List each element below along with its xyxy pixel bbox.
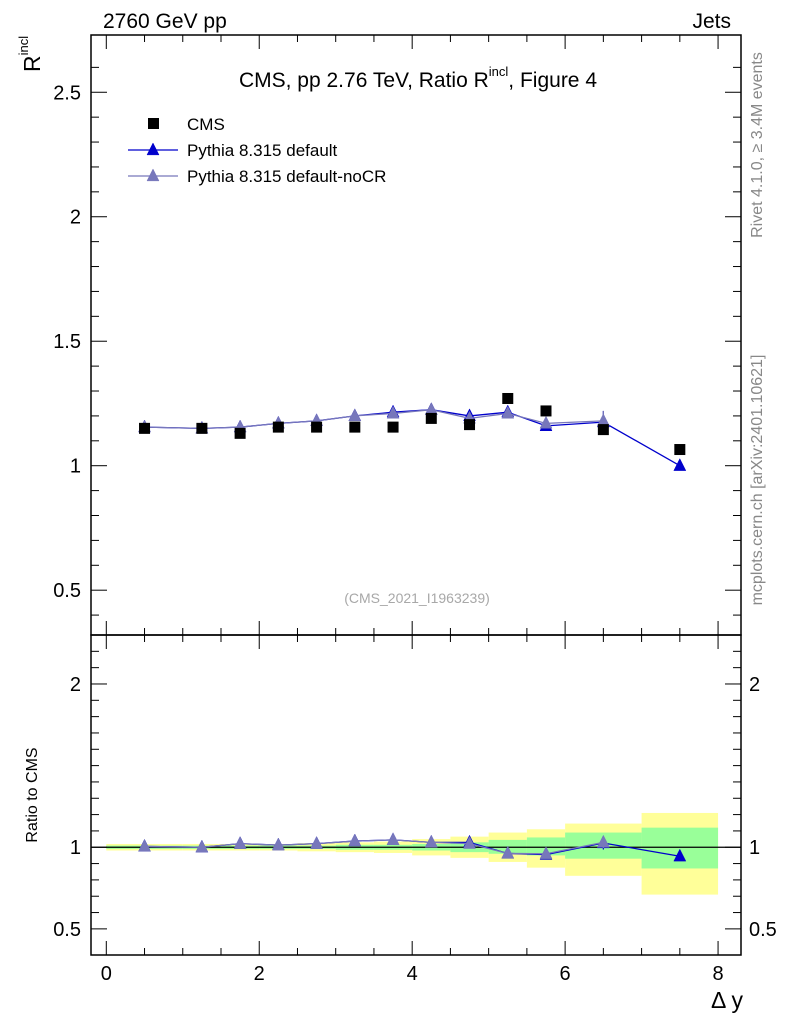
ratio-pythia-nocr-point xyxy=(310,836,323,849)
main-series xyxy=(138,392,687,471)
ratio-y-tick-label-right: 2 xyxy=(749,674,760,696)
y-tick-label-main: 2.5 xyxy=(53,82,81,104)
y-tick-label-main: 2 xyxy=(70,207,81,229)
band-green xyxy=(641,827,719,869)
ratio-y-tick-label-right: 0.5 xyxy=(749,919,777,941)
x-tick-label: 4 xyxy=(407,963,418,985)
side-label-rivet: Rivet 4.1.0, ≥ 3.4M events xyxy=(749,52,766,238)
watermark: (CMS_2021_I1963239) xyxy=(344,590,490,606)
y-axis-label-ratio: Ratio to CMS xyxy=(24,747,41,842)
plot-title-main: CMS, pp 2.76 TeV, Ratio R xyxy=(239,69,489,92)
side-label-mcplots: mcplots.cern.ch [arXiv:2401.10621] xyxy=(749,355,766,606)
ratio-pythia-nocr-point xyxy=(463,836,476,849)
legend-marker-cms xyxy=(148,118,159,129)
ratio-pythia-nocr-point xyxy=(271,837,285,851)
pythia-default-line xyxy=(144,409,681,467)
ratio-y-tick-label-left: 1 xyxy=(70,837,81,859)
ratio-series xyxy=(138,832,687,862)
header-left: 2760 GeV pp xyxy=(103,10,227,33)
x-tick-label: 6 xyxy=(560,963,571,985)
cms-point xyxy=(196,422,208,434)
plot-title-sup: incl xyxy=(489,64,509,79)
legend-markers xyxy=(128,118,178,182)
legend-label-pythia-default: Pythia 8.315 default xyxy=(187,141,338,160)
main-axis-ticks: 0.5 1 1.5 2 2.5 xyxy=(53,35,741,635)
ratio-axis-ticks: 0 2 4 6 8 0.5 0.5 1 1 2 2 xyxy=(53,635,777,985)
cms-point xyxy=(540,405,552,417)
legend-marker-pythia-nocr xyxy=(146,168,160,182)
ratio-y-tick-label-left: 2 xyxy=(70,674,81,696)
ratio-pythia-nocr-point xyxy=(596,834,610,848)
cms-point xyxy=(597,424,609,436)
cms-point xyxy=(387,421,399,433)
ratio-pythia-default-point xyxy=(673,848,687,862)
pythia-nocr-point xyxy=(348,408,362,422)
pythia-default-point xyxy=(673,458,687,471)
cms-point xyxy=(139,422,151,434)
ratio-pythia-nocr-point xyxy=(539,846,553,859)
ratio-pythia-nocr-point xyxy=(233,836,247,849)
y-tick-label-main: 1 xyxy=(70,456,81,478)
y-tick-label-main: 1.5 xyxy=(53,331,81,353)
x-tick-label: 2 xyxy=(254,963,265,985)
plot-title: CMS, pp 2.76 TeV, Ratio Rincl, Figure 4 xyxy=(239,64,597,92)
ratio-pythia-nocr-line xyxy=(144,839,604,855)
cms-point xyxy=(234,427,246,439)
y-axis-label-main: Rincl xyxy=(16,36,45,72)
cms-point xyxy=(272,421,284,433)
ratio-y-tick-label-left: 0.5 xyxy=(53,919,81,941)
pythia-nocr-point xyxy=(386,405,400,419)
x-axis-label: Δ y xyxy=(711,987,743,1013)
header-right: Jets xyxy=(692,10,731,33)
legend-marker-pythia-default xyxy=(146,142,160,156)
ratio-pythia-nocr-point xyxy=(424,834,438,848)
x-tick-label: 8 xyxy=(712,963,723,985)
pythia-nocr-point xyxy=(424,402,438,415)
y-axis-label-main-sup: incl xyxy=(16,36,31,56)
plot-title-end: , Figure 4 xyxy=(508,69,597,92)
cms-point xyxy=(349,421,361,433)
cms-point xyxy=(311,421,323,433)
ratio-pythia-nocr-point xyxy=(195,839,209,853)
ratio-frame xyxy=(90,634,742,956)
ratio-pythia-nocr-point xyxy=(348,833,362,847)
ratio-uncertainty-bands xyxy=(106,812,719,895)
ratio-pythia-nocr-point xyxy=(501,845,515,859)
ratio-panel xyxy=(90,634,742,956)
cms-point xyxy=(425,412,437,424)
cms-point xyxy=(674,444,686,456)
legend-label-cms: CMS xyxy=(187,115,225,134)
pythia-nocr-point xyxy=(501,405,515,419)
ratio-pythia-nocr-point xyxy=(386,832,400,846)
cms-point xyxy=(502,392,514,404)
pythia-nocr-point xyxy=(596,413,610,427)
ratio-pythia-nocr-point xyxy=(138,838,151,852)
legend-label-pythia-nocr: Pythia 8.315 default-noCR xyxy=(187,167,386,186)
y-tick-label-main: 0.5 xyxy=(53,580,81,602)
y-axis-label-main-text: R xyxy=(19,55,45,72)
pythia-nocr-line xyxy=(144,409,604,430)
ratio-y-tick-label-right: 1 xyxy=(749,837,760,859)
x-tick-label: 0 xyxy=(101,963,112,985)
pythia-nocr-point xyxy=(539,415,553,429)
cms-point xyxy=(464,419,476,431)
